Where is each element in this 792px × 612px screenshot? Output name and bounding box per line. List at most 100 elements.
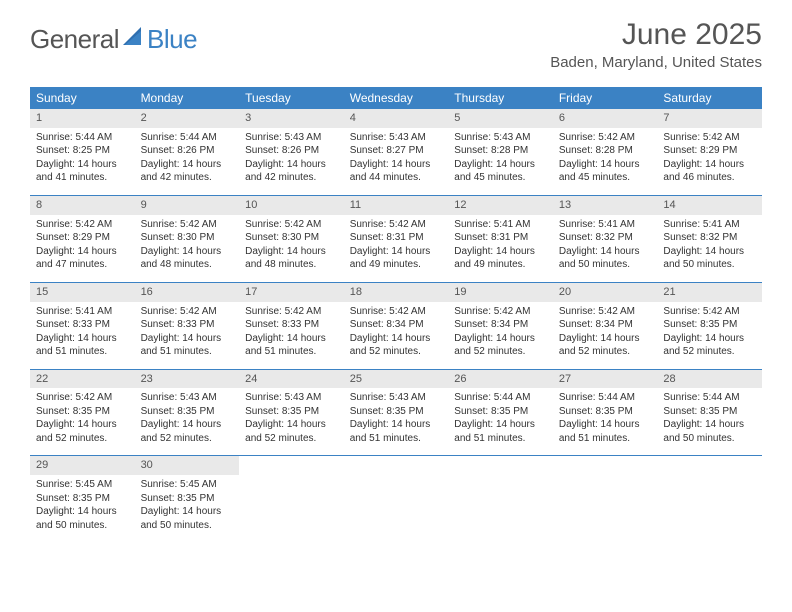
- day-details: Sunrise: 5:41 AMSunset: 8:33 PMDaylight:…: [30, 302, 135, 369]
- daylight-line1: Daylight: 14 hours: [36, 158, 129, 172]
- day-number: 11: [344, 196, 449, 215]
- sunset-text: Sunset: 8:26 PM: [245, 144, 338, 158]
- day-details: Sunrise: 5:45 AMSunset: 8:35 PMDaylight:…: [30, 475, 135, 542]
- day-number: 27: [553, 370, 658, 389]
- day-number: 17: [239, 283, 344, 302]
- day-number: 16: [135, 283, 240, 302]
- daylight-line2: and 52 minutes.: [245, 432, 338, 446]
- calendar-cell: [239, 455, 344, 542]
- sunset-text: Sunset: 8:35 PM: [559, 405, 652, 419]
- day-number: 30: [135, 456, 240, 475]
- day-details: Sunrise: 5:42 AMSunset: 8:28 PMDaylight:…: [553, 128, 658, 195]
- sunset-text: Sunset: 8:31 PM: [454, 231, 547, 245]
- daylight-line1: Daylight: 14 hours: [245, 332, 338, 346]
- weekday-header: Friday: [553, 87, 658, 109]
- sunrise-text: Sunrise: 5:44 AM: [559, 391, 652, 405]
- daylight-line1: Daylight: 14 hours: [350, 158, 443, 172]
- day-number: 19: [448, 283, 553, 302]
- calendar-cell: 24Sunrise: 5:43 AMSunset: 8:35 PMDayligh…: [239, 369, 344, 456]
- daylight-line1: Daylight: 14 hours: [350, 332, 443, 346]
- logo: General Blue: [30, 18, 197, 55]
- calendar-cell: [448, 455, 553, 542]
- daylight-line1: Daylight: 14 hours: [141, 332, 234, 346]
- day-details: Sunrise: 5:42 AMSunset: 8:35 PMDaylight:…: [30, 388, 135, 455]
- daylight-line1: Daylight: 14 hours: [245, 158, 338, 172]
- day-number: 14: [657, 196, 762, 215]
- sunset-text: Sunset: 8:35 PM: [36, 405, 129, 419]
- daylight-line1: Daylight: 14 hours: [663, 332, 756, 346]
- daylight-line1: Daylight: 14 hours: [663, 158, 756, 172]
- daylight-line2: and 46 minutes.: [663, 171, 756, 185]
- daylight-line2: and 50 minutes.: [36, 519, 129, 533]
- day-number: 20: [553, 283, 658, 302]
- daylight-line2: and 52 minutes.: [663, 345, 756, 359]
- sunrise-text: Sunrise: 5:42 AM: [559, 305, 652, 319]
- daylight-line1: Daylight: 14 hours: [663, 245, 756, 259]
- calendar-cell: 11Sunrise: 5:42 AMSunset: 8:31 PMDayligh…: [344, 195, 449, 282]
- sunset-text: Sunset: 8:30 PM: [245, 231, 338, 245]
- daylight-line2: and 50 minutes.: [559, 258, 652, 272]
- day-number: 8: [30, 196, 135, 215]
- day-details: Sunrise: 5:42 AMSunset: 8:33 PMDaylight:…: [135, 302, 240, 369]
- day-details: Sunrise: 5:44 AMSunset: 8:26 PMDaylight:…: [135, 128, 240, 195]
- sunset-text: Sunset: 8:30 PM: [141, 231, 234, 245]
- daylight-line1: Daylight: 14 hours: [141, 505, 234, 519]
- daylight-line1: Daylight: 14 hours: [454, 245, 547, 259]
- sunset-text: Sunset: 8:35 PM: [141, 492, 234, 506]
- sunset-text: Sunset: 8:35 PM: [350, 405, 443, 419]
- sunset-text: Sunset: 8:25 PM: [36, 144, 129, 158]
- day-number: 25: [344, 370, 449, 389]
- calendar-cell: 20Sunrise: 5:42 AMSunset: 8:34 PMDayligh…: [553, 282, 658, 369]
- sunset-text: Sunset: 8:28 PM: [454, 144, 547, 158]
- calendar-cell: [553, 455, 658, 542]
- calendar-cell: 17Sunrise: 5:42 AMSunset: 8:33 PMDayligh…: [239, 282, 344, 369]
- sunset-text: Sunset: 8:31 PM: [350, 231, 443, 245]
- logo-sail-icon: [123, 27, 145, 52]
- day-number: 12: [448, 196, 553, 215]
- day-number: 28: [657, 370, 762, 389]
- day-number: 1: [30, 109, 135, 128]
- sunrise-text: Sunrise: 5:42 AM: [454, 305, 547, 319]
- day-details: Sunrise: 5:41 AMSunset: 8:32 PMDaylight:…: [553, 215, 658, 282]
- day-number: 9: [135, 196, 240, 215]
- day-details: Sunrise: 5:42 AMSunset: 8:29 PMDaylight:…: [657, 128, 762, 195]
- day-details: Sunrise: 5:43 AMSunset: 8:35 PMDaylight:…: [344, 388, 449, 455]
- day-details: Sunrise: 5:42 AMSunset: 8:35 PMDaylight:…: [657, 302, 762, 369]
- day-number: 5: [448, 109, 553, 128]
- sunrise-text: Sunrise: 5:42 AM: [663, 305, 756, 319]
- sunrise-text: Sunrise: 5:43 AM: [245, 131, 338, 145]
- sunset-text: Sunset: 8:28 PM: [559, 144, 652, 158]
- calendar-cell: [657, 455, 762, 542]
- daylight-line1: Daylight: 14 hours: [559, 332, 652, 346]
- day-number: 24: [239, 370, 344, 389]
- sunrise-text: Sunrise: 5:42 AM: [141, 305, 234, 319]
- daylight-line2: and 45 minutes.: [454, 171, 547, 185]
- title-block: June 2025 Baden, Maryland, United States: [550, 18, 762, 71]
- sunrise-text: Sunrise: 5:43 AM: [350, 131, 443, 145]
- calendar-cell: 19Sunrise: 5:42 AMSunset: 8:34 PMDayligh…: [448, 282, 553, 369]
- day-details: Sunrise: 5:44 AMSunset: 8:35 PMDaylight:…: [448, 388, 553, 455]
- calendar-cell: 6Sunrise: 5:42 AMSunset: 8:28 PMDaylight…: [553, 109, 658, 195]
- day-details: Sunrise: 5:43 AMSunset: 8:35 PMDaylight:…: [135, 388, 240, 455]
- day-number: 15: [30, 283, 135, 302]
- calendar-cell: 28Sunrise: 5:44 AMSunset: 8:35 PMDayligh…: [657, 369, 762, 456]
- sunset-text: Sunset: 8:33 PM: [141, 318, 234, 332]
- calendar-cell: 16Sunrise: 5:42 AMSunset: 8:33 PMDayligh…: [135, 282, 240, 369]
- day-number: 3: [239, 109, 344, 128]
- daylight-line2: and 45 minutes.: [559, 171, 652, 185]
- daylight-line1: Daylight: 14 hours: [559, 418, 652, 432]
- daylight-line2: and 51 minutes.: [141, 345, 234, 359]
- logo-text-general: General: [30, 24, 119, 55]
- sunrise-text: Sunrise: 5:41 AM: [559, 218, 652, 232]
- sunset-text: Sunset: 8:35 PM: [36, 492, 129, 506]
- daylight-line1: Daylight: 14 hours: [559, 158, 652, 172]
- daylight-line1: Daylight: 14 hours: [141, 418, 234, 432]
- day-number: 13: [553, 196, 658, 215]
- calendar-cell: 23Sunrise: 5:43 AMSunset: 8:35 PMDayligh…: [135, 369, 240, 456]
- sunrise-text: Sunrise: 5:42 AM: [245, 218, 338, 232]
- day-number: 26: [448, 370, 553, 389]
- calendar-cell: 4Sunrise: 5:43 AMSunset: 8:27 PMDaylight…: [344, 109, 449, 195]
- day-details: Sunrise: 5:41 AMSunset: 8:31 PMDaylight:…: [448, 215, 553, 282]
- sunset-text: Sunset: 8:26 PM: [141, 144, 234, 158]
- sunrise-text: Sunrise: 5:43 AM: [245, 391, 338, 405]
